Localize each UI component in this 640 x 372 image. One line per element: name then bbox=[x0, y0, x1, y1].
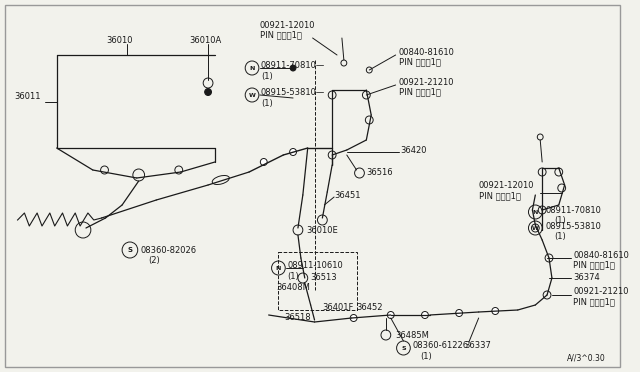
Text: 08360-61226: 08360-61226 bbox=[412, 340, 468, 350]
Text: (2): (2) bbox=[148, 257, 160, 266]
Text: 36337: 36337 bbox=[464, 340, 491, 350]
Circle shape bbox=[290, 148, 296, 155]
Text: S: S bbox=[401, 346, 406, 350]
Text: 36011: 36011 bbox=[14, 92, 40, 100]
Circle shape bbox=[260, 158, 267, 166]
Text: (1): (1) bbox=[261, 99, 273, 108]
Text: (1): (1) bbox=[554, 231, 566, 241]
Circle shape bbox=[290, 65, 296, 71]
Text: W: W bbox=[248, 93, 255, 97]
Circle shape bbox=[387, 311, 394, 318]
Text: 36010A: 36010A bbox=[189, 35, 221, 45]
Text: N: N bbox=[250, 65, 255, 71]
Text: PIN ビン（1）: PIN ビン（1） bbox=[573, 298, 615, 307]
Text: 36401F: 36401F bbox=[323, 304, 354, 312]
Text: 08911-70810—: 08911-70810— bbox=[261, 61, 325, 70]
Text: (1): (1) bbox=[420, 352, 432, 360]
Circle shape bbox=[205, 89, 211, 96]
Text: 08915-53810—: 08915-53810— bbox=[261, 87, 325, 96]
Text: 36516: 36516 bbox=[366, 167, 393, 176]
Circle shape bbox=[492, 308, 499, 314]
Text: 08915-53810: 08915-53810 bbox=[545, 221, 601, 231]
Text: PIN ビン（1）: PIN ビン（1） bbox=[399, 87, 440, 96]
Text: 08911-10610: 08911-10610 bbox=[287, 260, 343, 269]
Text: 36513: 36513 bbox=[310, 273, 337, 282]
Text: PIN ビン（1）: PIN ビン（1） bbox=[479, 192, 520, 201]
Text: A//3^0.30: A//3^0.30 bbox=[567, 353, 605, 362]
Text: W: W bbox=[532, 225, 539, 231]
Text: 08360-82026: 08360-82026 bbox=[141, 246, 196, 254]
Text: 00840-81610: 00840-81610 bbox=[573, 250, 629, 260]
Text: 00921-12010: 00921-12010 bbox=[260, 20, 316, 29]
Text: PIN ビン（1）: PIN ビン（1） bbox=[399, 58, 440, 67]
Text: (1): (1) bbox=[554, 215, 566, 224]
Text: 00921-21210: 00921-21210 bbox=[399, 77, 454, 87]
Text: 08911-70810: 08911-70810 bbox=[545, 205, 601, 215]
Text: 36010: 36010 bbox=[106, 35, 132, 45]
Text: 00921-21210: 00921-21210 bbox=[573, 288, 629, 296]
Text: 36420: 36420 bbox=[401, 145, 427, 154]
Text: S: S bbox=[127, 247, 132, 253]
Text: N: N bbox=[532, 209, 538, 215]
Text: 00840-81610: 00840-81610 bbox=[399, 48, 454, 57]
Text: PIN ビン（1）: PIN ビン（1） bbox=[573, 260, 615, 269]
Text: N: N bbox=[276, 266, 281, 270]
Circle shape bbox=[422, 311, 428, 318]
Text: PIN ビン（1）: PIN ビン（1） bbox=[260, 31, 301, 39]
Text: (1): (1) bbox=[287, 272, 299, 280]
Text: 36374: 36374 bbox=[573, 273, 600, 282]
Text: 36010E: 36010E bbox=[307, 225, 339, 234]
Text: 36451: 36451 bbox=[334, 190, 360, 199]
Text: 36452: 36452 bbox=[356, 304, 383, 312]
Bar bbox=[278, 252, 356, 310]
Text: 36485M: 36485M bbox=[396, 330, 429, 340]
Text: 00921-12010: 00921-12010 bbox=[479, 180, 534, 189]
Circle shape bbox=[456, 310, 463, 317]
Circle shape bbox=[350, 314, 357, 321]
Text: (1): (1) bbox=[261, 71, 273, 80]
Text: 36408M: 36408M bbox=[276, 283, 310, 292]
Text: 36518: 36518 bbox=[285, 314, 311, 323]
